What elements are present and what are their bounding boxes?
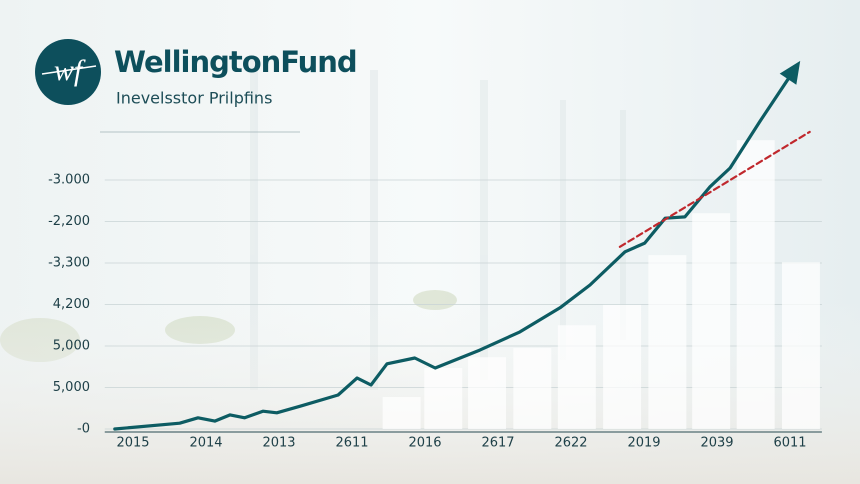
trend-line (618, 130, 811, 248)
bar (648, 255, 687, 429)
x-tick-label: 6011 (773, 436, 806, 451)
x-tick-label: 2617 (481, 436, 514, 451)
x-tick-label: 2014 (189, 436, 222, 451)
x-tick-label: 2019 (627, 436, 660, 451)
bar (513, 348, 552, 429)
y-tick-label: 5,000 (53, 380, 90, 395)
y-tick-label: -3.000 (48, 173, 90, 188)
x-tick-label: 2015 (116, 436, 149, 451)
bar (781, 262, 820, 429)
y-tick-label: 5,000 (53, 339, 90, 354)
logo-circle (35, 39, 101, 105)
x-tick-label: 2622 (554, 436, 587, 451)
x-tick-label: 2016 (408, 436, 441, 451)
x-tick-label: 2013 (262, 436, 295, 451)
bar (557, 325, 596, 429)
arrow-head (779, 60, 801, 85)
y-tick-label: 4,200 (53, 297, 90, 312)
y-tick-label: -0 (77, 422, 90, 437)
plot: -0 5,000 5,000 4,200 -3,300 -2,200 -3.000 2015 2… (48, 60, 822, 451)
x-tick-label: 2039 (700, 436, 733, 451)
bar (468, 357, 507, 429)
chart-subtitle: Inevelsstor Prilpfins (116, 89, 272, 108)
bar (424, 367, 463, 429)
x-tick-label: 2611 (335, 436, 368, 451)
logo-stroke (41, 65, 97, 75)
bar (382, 397, 421, 429)
y-tick-label: -2,200 (48, 214, 90, 229)
y-tick-label: -3,300 (48, 256, 90, 271)
line (113, 72, 794, 431)
bar (603, 304, 642, 429)
bar (692, 213, 731, 429)
chart-title: WellingtonFund (114, 45, 357, 79)
bar (736, 140, 775, 429)
